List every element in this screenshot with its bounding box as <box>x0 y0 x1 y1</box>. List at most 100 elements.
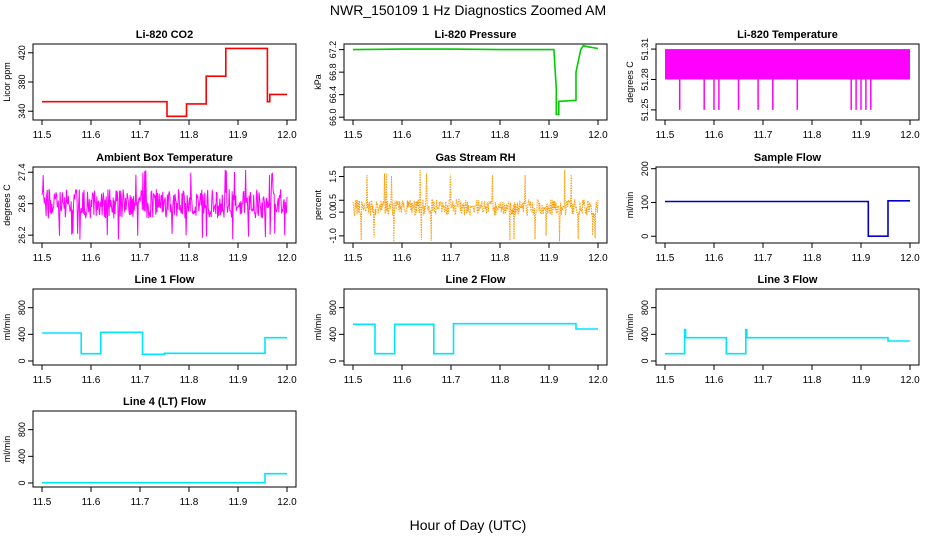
x-tick-label: 11.8 <box>491 253 510 264</box>
y-tick-label: 800 <box>328 300 338 315</box>
y-tick-label: 380 <box>17 74 27 89</box>
x-tick-label: 11.5 <box>33 375 52 386</box>
y-tick-label: 51.25 <box>640 99 650 122</box>
x-tick-label: 11.7 <box>131 497 150 508</box>
x-tick-label: 12.0 <box>588 130 608 141</box>
x-tick-label: 11.7 <box>131 253 150 264</box>
x-tick-label: 11.8 <box>803 130 822 141</box>
plot-frame <box>343 43 608 121</box>
data-layer <box>42 472 287 484</box>
y-tick-label: 400 <box>328 327 338 342</box>
series-line <box>665 200 910 237</box>
series-line <box>42 47 287 118</box>
panel-title: Line 2 Flow <box>446 274 506 286</box>
data-layer <box>41 169 288 240</box>
figure-title: NWR_150109 1 Hz Diagnostics Zoomed AM <box>329 2 607 18</box>
y-tick-label: 0.0 <box>328 206 338 219</box>
x-tick-label: 11.9 <box>540 130 559 141</box>
x-tick-label: 12.0 <box>588 253 608 264</box>
y-tick-label: 0 <box>328 358 338 363</box>
panel-title: Li-820 Pressure <box>435 29 517 41</box>
x-tick-label: 11.5 <box>656 253 675 264</box>
y-tick-label: 340 <box>17 104 27 119</box>
x-axis-label: Hour of Day (UTC) <box>409 517 527 533</box>
x-tick-label: 12.0 <box>277 130 297 141</box>
x-tick-label: 11.6 <box>82 253 101 264</box>
panel: Line 3 Flow 11.5 11.6 11.7 11.8 11.9 12.0 0 400 8… <box>625 274 920 386</box>
plot-frame <box>32 410 297 488</box>
x-tick-label: 11.7 <box>754 253 773 264</box>
x-tick-label: 11.6 <box>705 253 724 264</box>
y-tick-label: 66.4 <box>328 86 338 104</box>
plot-frame <box>343 166 608 244</box>
x-tick-label: 11.9 <box>540 375 559 386</box>
y-tick-label: 0 <box>640 358 650 363</box>
y-axis-label: degrees C <box>2 184 12 226</box>
y-axis-label: kPa <box>313 74 323 90</box>
plot-frame <box>32 43 297 121</box>
y-tick-label: 200 <box>640 161 650 176</box>
x-tick-label: 12.0 <box>900 375 920 386</box>
x-tick-label: 11.5 <box>656 130 675 141</box>
y-tick-label: 400 <box>640 327 650 342</box>
x-tick-label: 11.9 <box>540 253 559 264</box>
panel-title: Sample Flow <box>754 152 822 164</box>
x-tick-label: 11.8 <box>180 375 199 386</box>
x-tick-label: 11.7 <box>442 253 461 264</box>
x-tick-label: 11.8 <box>180 497 199 508</box>
x-tick-label: 12.0 <box>277 497 297 508</box>
panel-title: Li-820 Temperature <box>737 29 838 41</box>
y-tick-label: 66.0 <box>328 108 338 126</box>
x-tick-label: 12.0 <box>277 253 297 264</box>
data-layer <box>42 47 287 118</box>
x-tick-label: 11.5 <box>344 130 363 141</box>
y-axis-label: degrees C <box>625 61 635 103</box>
y-tick-label: 800 <box>17 300 27 315</box>
y-tick-label: 51.28 <box>640 68 650 91</box>
x-tick-label: 11.5 <box>33 253 52 264</box>
x-tick-label: 11.6 <box>393 130 412 141</box>
x-tick-label: 11.6 <box>393 375 412 386</box>
x-tick-label: 11.8 <box>180 130 199 141</box>
y-tick-label: 400 <box>17 327 27 342</box>
x-tick-label: 11.8 <box>180 253 199 264</box>
y-tick-label: 67.2 <box>328 41 338 59</box>
data-layer <box>352 169 599 242</box>
x-tick-label: 11.8 <box>491 375 510 386</box>
x-tick-label: 11.7 <box>442 375 461 386</box>
y-axis-label: percent <box>313 189 323 220</box>
x-tick-label: 11.7 <box>754 375 773 386</box>
panel-title: Line 3 Flow <box>758 274 818 286</box>
y-axis-label: ml/min <box>625 314 635 341</box>
y-tick-label: 66.8 <box>328 63 338 81</box>
panel: Gas Stream RH 11.5 11.6 11.7 11.8 11.9 12.0 -1.… <box>313 152 608 264</box>
x-tick-label: 11.6 <box>82 130 101 141</box>
x-tick-label: 11.5 <box>344 253 363 264</box>
y-tick-label: -1.0 <box>328 228 338 244</box>
y-tick-label: 27.4 <box>17 163 27 181</box>
data-layer <box>665 49 910 110</box>
panel: Sample Flow 11.5 11.6 11.7 11.8 11.9 12.0 0 100 2… <box>625 152 920 264</box>
panel: Line 2 Flow 11.5 11.6 11.7 11.8 11.9 12.0 0 400 8… <box>313 274 608 386</box>
y-tick-label: 420 <box>17 45 27 60</box>
x-tick-label: 11.9 <box>229 130 248 141</box>
y-axis-label: ml/min <box>625 192 635 219</box>
y-tick-label: 51.31 <box>640 38 650 61</box>
plot-frame <box>655 43 920 121</box>
y-tick-label: 0.5 <box>328 194 338 207</box>
panel-title: Line 4 (LT) Flow <box>123 396 206 408</box>
panel: Li-820 CO2 11.5 11.6 11.7 11.8 11.9 12.0 340 380… <box>2 29 297 141</box>
panel: Ambient Box Temperature 11.5 11.6 11.7 11.8 1… <box>2 152 297 264</box>
x-tick-label: 11.9 <box>852 375 871 386</box>
x-tick-label: 12.0 <box>277 375 297 386</box>
panel-title: Gas Stream RH <box>435 152 515 164</box>
series-line <box>42 472 287 484</box>
data-layer <box>353 322 598 355</box>
x-tick-label: 11.8 <box>803 375 822 386</box>
x-tick-label: 12.0 <box>588 375 608 386</box>
x-tick-label: 11.5 <box>344 375 363 386</box>
series-line <box>41 169 288 240</box>
y-tick-label: 0 <box>640 234 650 239</box>
